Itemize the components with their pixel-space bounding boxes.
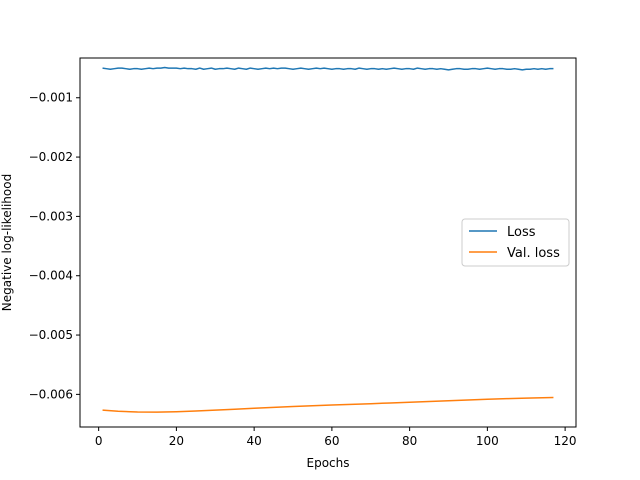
- x-tick-label: 20: [169, 434, 184, 448]
- y-tick-label: −0.005: [29, 328, 73, 342]
- y-tick-label: −0.006: [29, 387, 73, 401]
- x-tick-label: 100: [476, 434, 499, 448]
- x-tick-label: 120: [554, 434, 577, 448]
- x-axis: 0 20 40 60 80 100 120: [95, 427, 577, 448]
- y-tick-label: −0.002: [29, 150, 73, 164]
- x-tick-label: 40: [247, 434, 262, 448]
- x-axis-label: Epochs: [307, 456, 350, 470]
- x-tick-label: 0: [95, 434, 103, 448]
- y-tick-label: −0.003: [29, 209, 73, 223]
- y-axis: −0.006 −0.005 −0.004 −0.003 −0.002 −0.001: [29, 91, 80, 401]
- series-line-val-loss: [102, 396, 554, 413]
- y-tick-label: −0.001: [29, 91, 73, 105]
- y-tick-label: −0.004: [29, 269, 73, 283]
- legend-label: Val. loss: [507, 246, 560, 261]
- legend-label: Loss: [507, 225, 536, 240]
- y-axis-label: Negative log-likelihood: [0, 174, 14, 311]
- series-layer: [102, 66, 554, 413]
- legend: Loss Val. loss: [461, 218, 570, 267]
- x-tick-label: 60: [324, 434, 339, 448]
- x-tick-label: 80: [402, 434, 417, 448]
- series-line-loss: [102, 66, 554, 71]
- axes-frame: [79, 57, 577, 428]
